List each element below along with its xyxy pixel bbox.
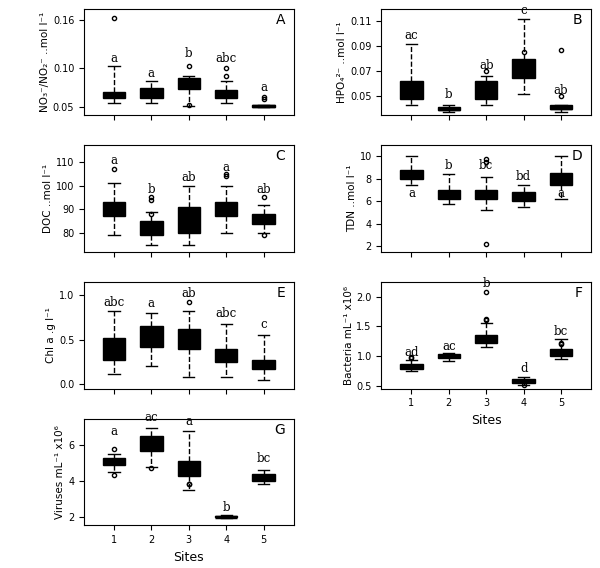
Text: ab: ab xyxy=(554,85,568,97)
PathPatch shape xyxy=(253,474,275,481)
PathPatch shape xyxy=(253,214,275,224)
Text: ab: ab xyxy=(181,287,196,300)
Text: a: a xyxy=(110,154,118,168)
PathPatch shape xyxy=(400,81,422,99)
Text: G: G xyxy=(274,423,285,437)
Text: B: B xyxy=(573,13,583,27)
Text: ad: ad xyxy=(404,345,419,358)
PathPatch shape xyxy=(475,190,497,199)
PathPatch shape xyxy=(512,379,535,383)
Text: A: A xyxy=(275,13,285,27)
PathPatch shape xyxy=(215,202,238,216)
Y-axis label: HPO₄²⁻ ..mol l⁻¹: HPO₄²⁻ ..mol l⁻¹ xyxy=(337,21,347,103)
Text: b: b xyxy=(482,277,490,290)
Y-axis label: Chl a .g l⁻¹: Chl a .g l⁻¹ xyxy=(46,307,56,364)
Text: bc: bc xyxy=(479,158,493,172)
Text: ac: ac xyxy=(442,340,455,353)
Text: bd: bd xyxy=(516,170,531,183)
Text: b: b xyxy=(445,88,452,101)
PathPatch shape xyxy=(253,105,275,107)
PathPatch shape xyxy=(140,221,163,235)
Text: ac: ac xyxy=(145,411,158,424)
X-axis label: Sites: Sites xyxy=(471,414,502,427)
PathPatch shape xyxy=(178,461,200,475)
PathPatch shape xyxy=(550,349,572,356)
Text: a: a xyxy=(223,161,230,174)
Text: a: a xyxy=(185,415,192,428)
Text: F: F xyxy=(575,286,583,300)
Text: abc: abc xyxy=(215,307,237,320)
Text: ab: ab xyxy=(479,59,494,72)
Text: b: b xyxy=(148,183,155,196)
PathPatch shape xyxy=(103,202,125,216)
Y-axis label: TDN ..mol l⁻¹: TDN ..mol l⁻¹ xyxy=(347,165,357,232)
PathPatch shape xyxy=(103,458,125,465)
PathPatch shape xyxy=(178,207,200,233)
PathPatch shape xyxy=(215,90,238,98)
PathPatch shape xyxy=(140,325,163,347)
PathPatch shape xyxy=(550,105,572,109)
PathPatch shape xyxy=(437,354,460,358)
Text: D: D xyxy=(572,149,583,164)
Text: c: c xyxy=(520,4,527,17)
Text: a: a xyxy=(110,425,118,438)
Text: c: c xyxy=(260,318,267,331)
PathPatch shape xyxy=(253,360,275,369)
Text: a: a xyxy=(557,187,565,200)
Y-axis label: DOC ..mol l⁻¹: DOC ..mol l⁻¹ xyxy=(43,164,53,233)
PathPatch shape xyxy=(400,364,422,369)
PathPatch shape xyxy=(512,59,535,78)
PathPatch shape xyxy=(437,190,460,199)
PathPatch shape xyxy=(103,338,125,360)
Text: ab: ab xyxy=(256,183,271,196)
PathPatch shape xyxy=(215,516,238,517)
PathPatch shape xyxy=(437,107,460,110)
Text: a: a xyxy=(148,68,155,81)
Text: b: b xyxy=(223,501,230,514)
PathPatch shape xyxy=(140,436,163,450)
PathPatch shape xyxy=(550,173,572,185)
Y-axis label: Viruses mL⁻¹ x10⁶: Viruses mL⁻¹ x10⁶ xyxy=(55,425,65,519)
Text: bc: bc xyxy=(256,452,271,465)
PathPatch shape xyxy=(400,170,422,179)
PathPatch shape xyxy=(178,78,200,89)
PathPatch shape xyxy=(475,335,497,343)
Text: a: a xyxy=(260,81,267,94)
PathPatch shape xyxy=(475,81,497,99)
Text: ab: ab xyxy=(181,171,196,184)
Text: E: E xyxy=(277,286,285,300)
Text: abc: abc xyxy=(103,296,125,309)
Text: C: C xyxy=(275,149,285,164)
Text: a: a xyxy=(408,187,415,200)
Text: b: b xyxy=(185,47,193,60)
Text: ac: ac xyxy=(404,29,418,42)
PathPatch shape xyxy=(140,89,163,98)
PathPatch shape xyxy=(178,329,200,349)
PathPatch shape xyxy=(103,91,125,98)
Text: bc: bc xyxy=(554,325,568,338)
Text: b: b xyxy=(445,158,452,172)
PathPatch shape xyxy=(512,193,535,202)
Text: d: d xyxy=(520,362,527,375)
Text: abc: abc xyxy=(215,52,237,65)
Text: a: a xyxy=(110,52,118,65)
X-axis label: Sites: Sites xyxy=(173,551,204,563)
PathPatch shape xyxy=(215,349,238,362)
Text: a: a xyxy=(148,296,155,310)
Y-axis label: Bacteria mL⁻¹ x10⁶: Bacteria mL⁻¹ x10⁶ xyxy=(344,286,353,385)
Y-axis label: NO₃⁻/NO₂⁻ ..mol l⁻¹: NO₃⁻/NO₂⁻ ..mol l⁻¹ xyxy=(40,12,50,112)
